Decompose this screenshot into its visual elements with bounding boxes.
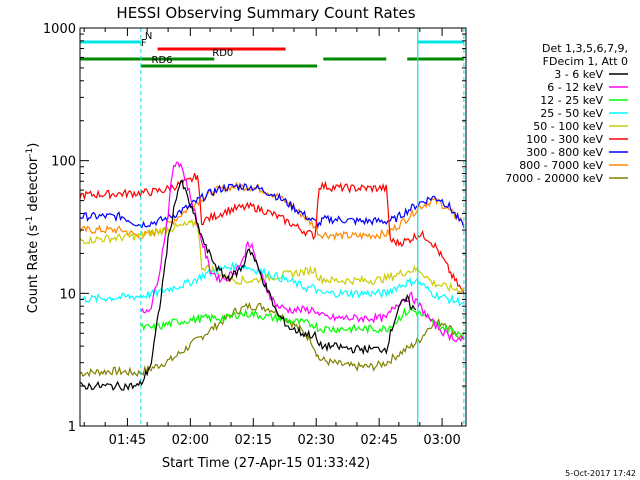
- legend: Det 1,3,5,6,7,9,FDecim 1, Att 03 - 6 keV…: [505, 42, 628, 185]
- flag-label-f: F: [141, 38, 147, 49]
- footer-date: 5-Oct-2017 17:42: [565, 469, 636, 478]
- y-tick-label: 100: [51, 155, 76, 170]
- x-tick-label: 02:45: [360, 433, 397, 448]
- x-tick-label: 02:30: [297, 433, 334, 448]
- flag-label-n: N: [145, 31, 152, 42]
- x-tick-label: 03:00: [423, 433, 460, 448]
- plot-frame: [79, 27, 467, 427]
- x-axis-ticks: 01:45 02:00 02:15 02:30 02:45 03:00: [83, 28, 463, 448]
- legend-entry: 3 - 6 keV: [554, 68, 603, 81]
- legend-entry: 7000 - 20000 keV: [505, 172, 603, 185]
- y-tick-label: 1: [68, 420, 76, 435]
- series-line-12-25-kev: [140, 306, 465, 339]
- chart-title: HESSI Observing Summary Count Rates: [116, 4, 415, 22]
- y-axis-ticks: 1 10 100 1000: [43, 22, 466, 435]
- series-group: [79, 161, 465, 391]
- legend-entry: 800 - 7000 keV: [519, 159, 603, 172]
- legend-entry: 300 - 800 keV: [526, 146, 603, 159]
- series-line-25-50-kev: [79, 262, 464, 307]
- y-axis-label: Count Rate (s-1 detector-1): [25, 143, 41, 314]
- flag-bars: NF RD0 RD6: [80, 31, 464, 68]
- x-tick-label: 02:15: [235, 433, 272, 448]
- legend-entry: 100 - 300 keV: [526, 133, 603, 146]
- series-line-100-300-kev: [79, 173, 465, 294]
- x-tick-label: 01:45: [109, 433, 146, 448]
- series-line-7000-20000-kev: [79, 301, 465, 378]
- series-line-3-6-kev: [79, 179, 417, 391]
- legend-entry: 6 - 12 keV: [547, 81, 603, 94]
- x-tick-label: 02:00: [172, 433, 209, 448]
- saa-night-lines: [140, 28, 465, 426]
- flag-label-rd6: RD6: [152, 55, 173, 66]
- legend-header: FDecim 1, Att 0: [543, 55, 628, 68]
- series-line-300-800-kev: [79, 182, 465, 230]
- y-tick-label: 1000: [43, 22, 76, 37]
- x-axis-label: Start Time (27-Apr-15 01:33:42): [162, 456, 370, 471]
- legend-entry: 50 - 100 keV: [533, 120, 603, 133]
- legend-entry: 12 - 25 keV: [540, 94, 603, 107]
- legend-header: Det 1,3,5,6,7,9,: [542, 42, 628, 55]
- flag-label-rd0: RD0: [212, 48, 233, 59]
- series-line-6-12-kev: [140, 161, 465, 343]
- legend-entry: 25 - 50 keV: [540, 107, 603, 120]
- y-tick-label: 10: [59, 287, 76, 302]
